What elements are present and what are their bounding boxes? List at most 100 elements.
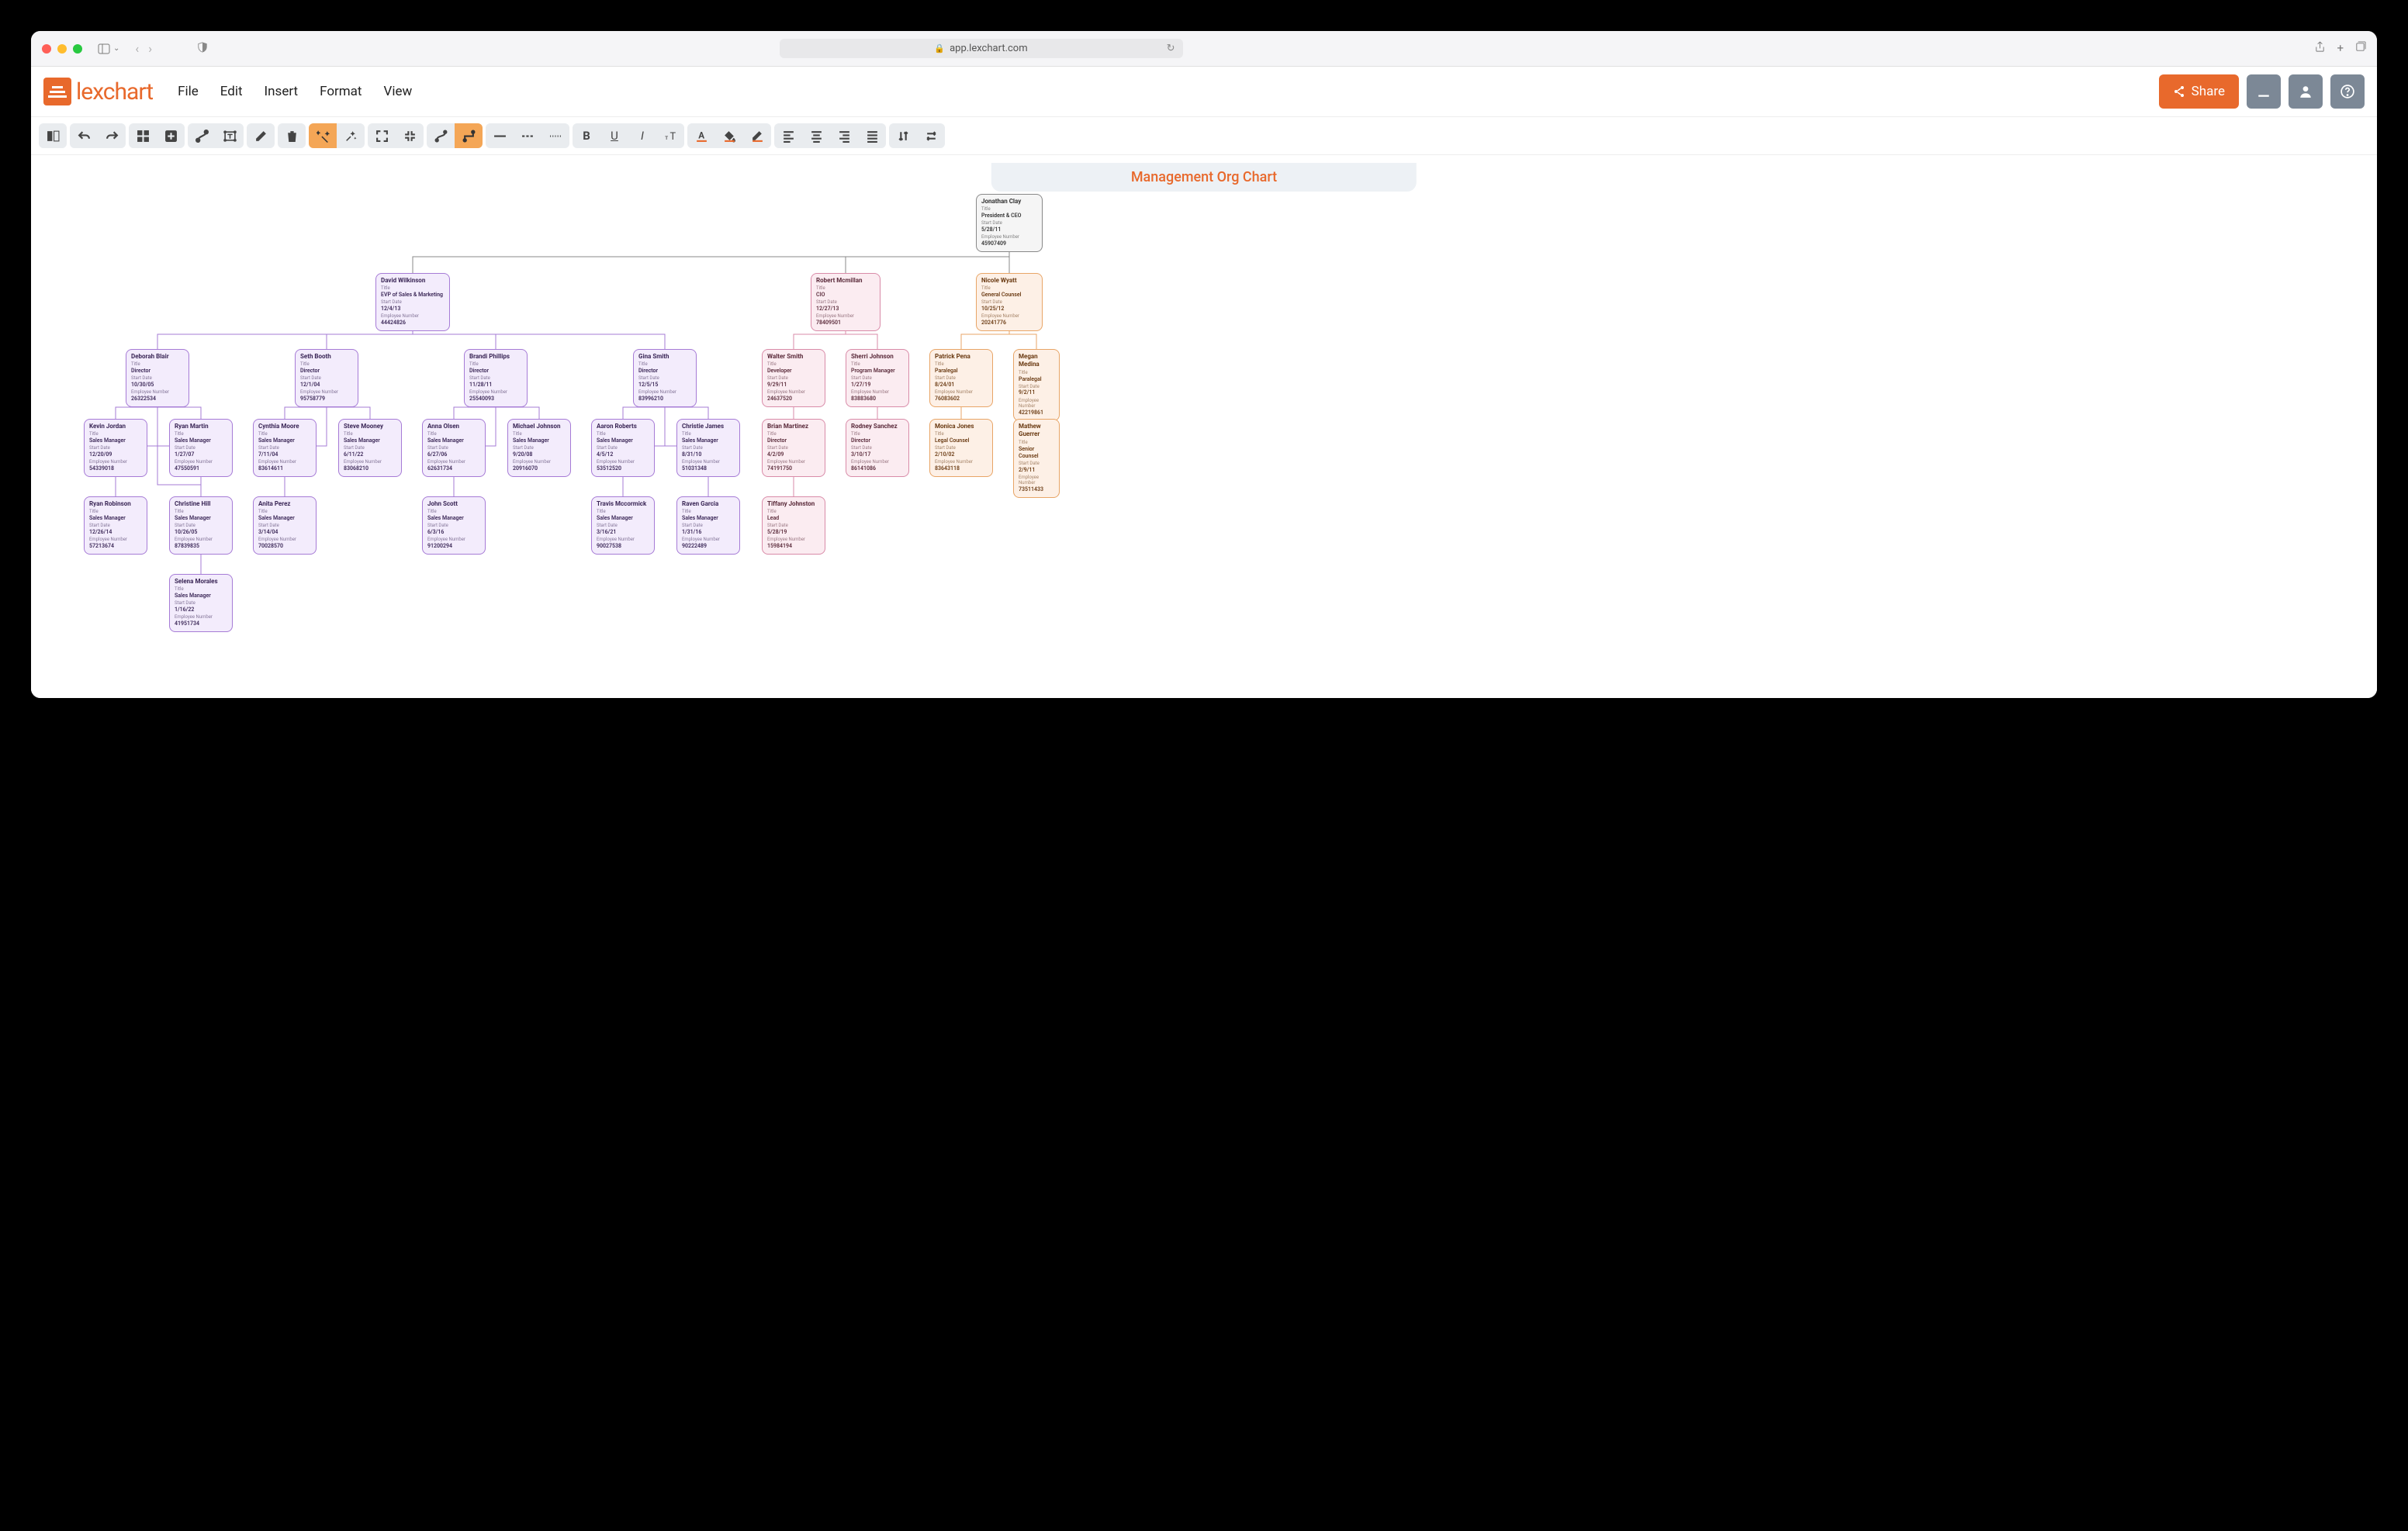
grid-icon[interactable] bbox=[129, 123, 157, 148]
menu-edit[interactable]: Edit bbox=[220, 84, 243, 99]
connector-icon[interactable] bbox=[188, 123, 216, 148]
org-node[interactable]: Megan MedinaTitleParalegalStart Date9/2/… bbox=[1013, 349, 1060, 421]
expand-icon[interactable] bbox=[368, 123, 396, 148]
org-node[interactable]: Monica JonesTitleLegal CounselStart Date… bbox=[929, 419, 993, 477]
org-node[interactable]: Walter SmithTitleDeveloperStart Date9/29… bbox=[762, 349, 825, 407]
org-node[interactable]: Jonathan ClayTitlePresident & CEOStart D… bbox=[976, 194, 1043, 252]
magic-wand-icon[interactable] bbox=[309, 123, 337, 148]
forward-icon[interactable]: › bbox=[148, 41, 152, 56]
canvas[interactable]: Management Org Chart Jonathan ClayTitleP… bbox=[31, 155, 2377, 698]
org-node[interactable]: Rodney SanchezTitleDirectorStart Date3/1… bbox=[846, 419, 909, 477]
fill-color-icon[interactable] bbox=[715, 123, 743, 148]
org-node[interactable]: Brandi PhillipsTitleDirectorStart Date11… bbox=[464, 349, 528, 407]
org-node[interactable]: Christine HillTitleSales ManagerStart Da… bbox=[169, 496, 233, 555]
chrome-right: + bbox=[2314, 41, 2366, 56]
border-color-icon[interactable] bbox=[743, 123, 771, 148]
org-node[interactable]: Kevin JordanTitleSales ManagerStart Date… bbox=[84, 419, 147, 477]
org-node[interactable]: Travis MccormickTitleSales ManagerStart … bbox=[591, 496, 655, 555]
elbow-connector-icon[interactable] bbox=[455, 123, 483, 148]
reload-icon[interactable]: ↻ bbox=[1167, 43, 1175, 54]
share-button[interactable]: Share bbox=[2159, 74, 2239, 109]
org-node[interactable]: Steve MooneyTitleSales ManagerStart Date… bbox=[338, 419, 402, 477]
align-center-icon[interactable] bbox=[802, 123, 830, 148]
maximize-window-icon[interactable] bbox=[73, 44, 82, 54]
minimize-window-icon[interactable] bbox=[57, 44, 67, 54]
main-menu: File Edit Insert Format View bbox=[178, 84, 412, 99]
org-node[interactable]: Mathew GuerrerTitleSenior CounselStart D… bbox=[1013, 419, 1060, 498]
org-node[interactable]: Raven GarciaTitleSales ManagerStart Date… bbox=[676, 496, 740, 555]
share-label: Share bbox=[2192, 84, 2225, 99]
org-node[interactable]: Cynthia MooreTitleSales ManagerStart Dat… bbox=[253, 419, 317, 477]
org-node[interactable]: Brian MartinezTitleDirectorStart Date4/2… bbox=[762, 419, 825, 477]
browser-window: ⌄ ‹ › 🔒 app.lexchart.com ↻ + lexchart Fi… bbox=[31, 31, 2377, 698]
menu-view[interactable]: View bbox=[384, 84, 413, 99]
line-dotted-icon[interactable] bbox=[541, 123, 569, 148]
add-node-icon[interactable] bbox=[157, 123, 185, 148]
menu-format[interactable]: Format bbox=[320, 84, 362, 99]
traffic-lights bbox=[42, 44, 82, 54]
bold-icon[interactable]: B bbox=[573, 123, 600, 148]
org-node[interactable]: Robert McmillanTitleCIOStart Date12/27/1… bbox=[811, 273, 881, 331]
sidebar-toggle-icon[interactable]: ⌄ bbox=[93, 41, 124, 57]
sort-horizontal-icon[interactable] bbox=[917, 123, 945, 148]
logo-text: lexchart bbox=[76, 78, 153, 105]
org-node[interactable]: Sherri JohnsonTitleProgram ManagerStart … bbox=[846, 349, 909, 407]
browser-chrome: ⌄ ‹ › 🔒 app.lexchart.com ↻ + bbox=[31, 31, 2377, 67]
auto-layout-icon[interactable] bbox=[337, 123, 365, 148]
line-dashed-icon[interactable] bbox=[514, 123, 541, 148]
org-node[interactable]: David WilkinsonTitleEVP of Sales & Marke… bbox=[375, 273, 450, 331]
undo-icon[interactable] bbox=[70, 123, 98, 148]
align-justify-icon[interactable] bbox=[858, 123, 886, 148]
app-header: lexchart File Edit Insert Format View Sh… bbox=[31, 67, 2377, 117]
curve-connector-icon[interactable] bbox=[427, 123, 455, 148]
italic-icon[interactable]: I bbox=[628, 123, 656, 148]
org-node[interactable]: Selena MoralesTitleSales ManagerStart Da… bbox=[169, 574, 233, 632]
close-window-icon[interactable] bbox=[42, 44, 51, 54]
org-node[interactable]: Ryan RobinsonTitleSales ManagerStart Dat… bbox=[84, 496, 147, 555]
menu-insert[interactable]: Insert bbox=[265, 84, 299, 99]
help-button[interactable] bbox=[2330, 74, 2365, 109]
collapse-icon[interactable] bbox=[396, 123, 424, 148]
panel-toggle-icon[interactable] bbox=[39, 123, 67, 148]
align-right-icon[interactable] bbox=[830, 123, 858, 148]
download-button[interactable] bbox=[2247, 74, 2281, 109]
align-left-icon[interactable] bbox=[774, 123, 802, 148]
new-tab-icon[interactable]: + bbox=[2337, 41, 2344, 56]
org-node[interactable]: Gina SmithTitleDirectorStart Date12/5/15… bbox=[633, 349, 697, 407]
url-bar[interactable]: 🔒 app.lexchart.com ↻ bbox=[780, 39, 1183, 58]
header-right: Share bbox=[2159, 74, 2365, 109]
shield-icon[interactable] bbox=[197, 41, 208, 56]
svg-text:A: A bbox=[698, 130, 704, 140]
org-node[interactable]: Anna OlsenTitleSales ManagerStart Date6/… bbox=[422, 419, 486, 477]
org-node[interactable]: Deborah BlairTitleDirectorStart Date10/3… bbox=[126, 349, 189, 407]
menu-file[interactable]: File bbox=[178, 84, 199, 99]
edit-icon[interactable] bbox=[247, 123, 275, 148]
org-node[interactable]: Ryan MartinTitleSales ManagerStart Date1… bbox=[169, 419, 233, 477]
text-color-icon[interactable]: A bbox=[687, 123, 715, 148]
sort-vertical-icon[interactable] bbox=[889, 123, 917, 148]
redo-icon[interactable] bbox=[98, 123, 126, 148]
org-node[interactable]: Nicole WyattTitleGeneral CounselStart Da… bbox=[976, 273, 1043, 331]
org-node[interactable]: Anita PerezTitleSales ManagerStart Date3… bbox=[253, 496, 317, 555]
delete-icon[interactable] bbox=[278, 123, 306, 148]
logo[interactable]: lexchart bbox=[43, 78, 153, 105]
user-button[interactable] bbox=[2289, 74, 2323, 109]
org-node[interactable]: John ScottTitleSales ManagerStart Date6/… bbox=[422, 496, 486, 555]
tabs-icon[interactable] bbox=[2354, 41, 2366, 56]
org-node[interactable]: Tiffany JohnstonTitleLeadStart Date5/28/… bbox=[762, 496, 825, 555]
org-node[interactable]: Aaron RobertsTitleSales ManagerStart Dat… bbox=[591, 419, 655, 477]
toolbar: B U I тT A bbox=[31, 117, 2377, 155]
underline-icon[interactable]: U bbox=[600, 123, 628, 148]
text-size-icon[interactable]: тT bbox=[656, 123, 684, 148]
share-icon[interactable] bbox=[2314, 41, 2326, 56]
line-solid-icon[interactable] bbox=[486, 123, 514, 148]
org-node[interactable]: Christie JamesTitleSales ManagerStart Da… bbox=[676, 419, 740, 477]
text-box-icon[interactable] bbox=[216, 123, 244, 148]
org-node[interactable]: Michael JohnsonTitleSales ManagerStart D… bbox=[507, 419, 571, 477]
share-nodes-icon bbox=[2173, 85, 2185, 98]
org-node[interactable]: Seth BoothTitleDirectorStart Date12/1/04… bbox=[295, 349, 358, 407]
org-node[interactable]: Patrick PenaTitleParalegalStart Date8/24… bbox=[929, 349, 993, 407]
svg-text:T: T bbox=[669, 130, 676, 142]
back-icon[interactable]: ‹ bbox=[135, 41, 139, 56]
lock-icon: 🔒 bbox=[934, 43, 945, 54]
